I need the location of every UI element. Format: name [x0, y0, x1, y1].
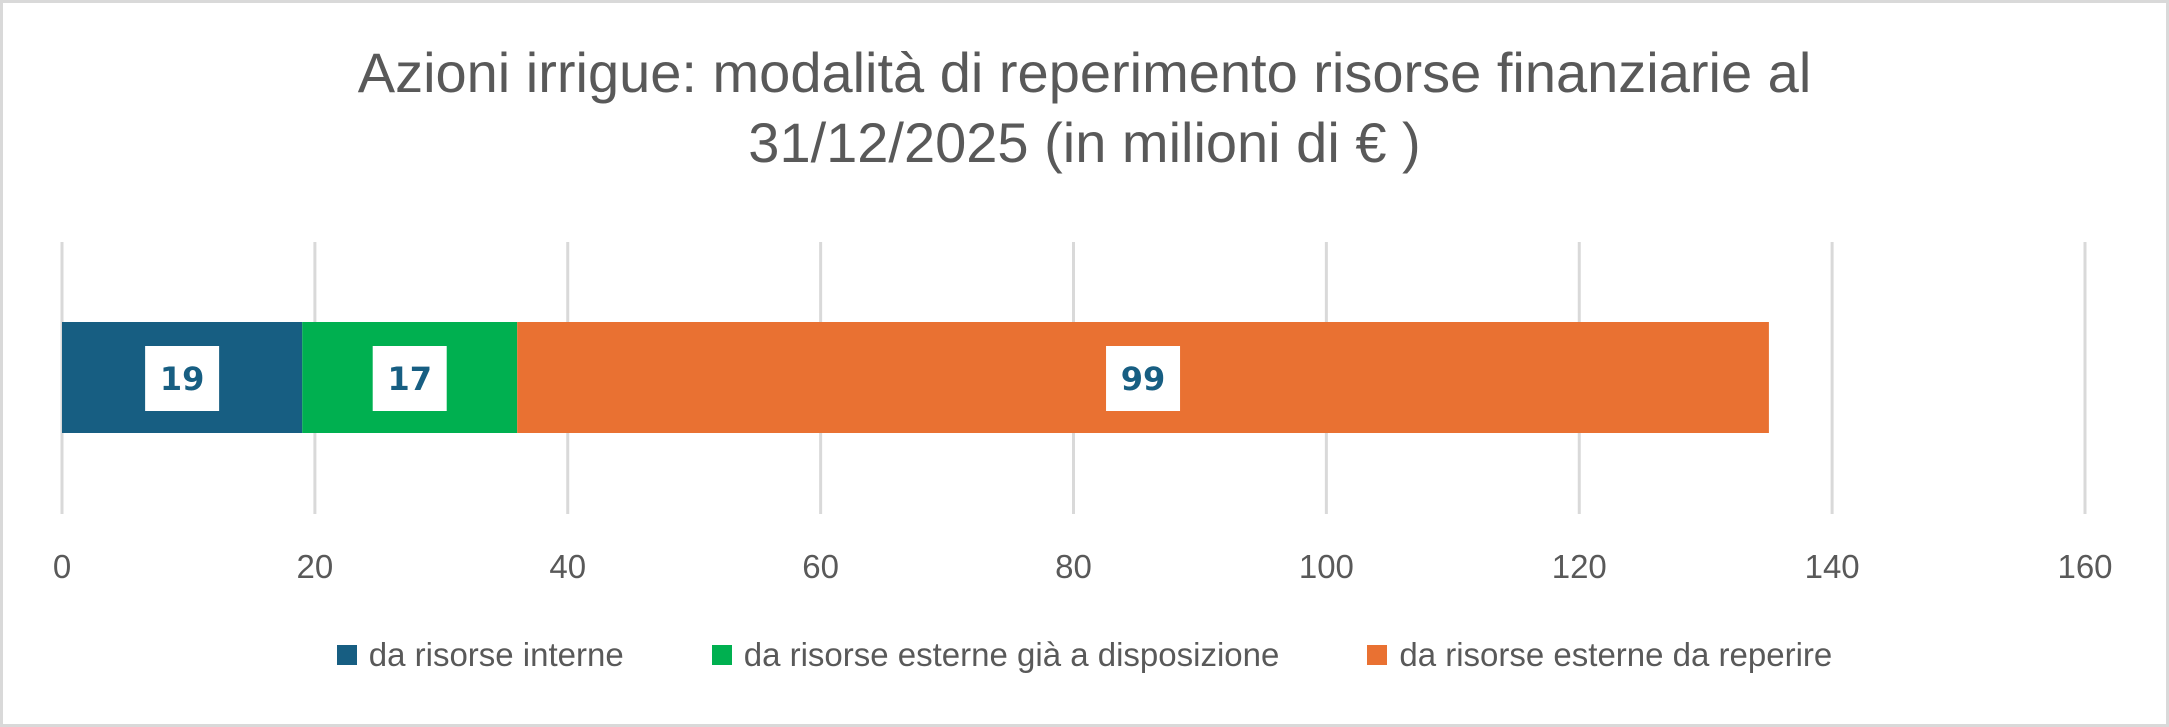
- x-tick-label: 120: [1552, 548, 1607, 585]
- data-label-box: [372, 346, 447, 411]
- legend-label: da risorse interne: [368, 636, 624, 673]
- legend: da risorse interne da risorse esterne già…: [0, 636, 2169, 674]
- legend-item: da risorse interne: [336, 636, 624, 674]
- data-label-box: [1106, 346, 1181, 411]
- data-label: 99: [1121, 360, 1166, 398]
- x-tick-label: 160: [2057, 548, 2112, 585]
- legend-swatch: [1367, 645, 1388, 665]
- x-tick-label: 40: [549, 548, 586, 585]
- chart-title-line-2: 31/12/2025 (in milioni di € ): [748, 111, 1421, 174]
- x-tick-label: 0: [53, 548, 71, 585]
- data-label-box: [145, 346, 220, 411]
- x-tick-label: 100: [1299, 548, 1354, 585]
- legend-item: da risorse esterne già a disposizione: [711, 636, 1280, 674]
- data-label: 17: [387, 360, 432, 398]
- x-tick-label: 20: [297, 548, 334, 585]
- legend-item: da risorse esterne da reperire: [1367, 636, 1832, 674]
- x-tick-label: 80: [1055, 548, 1092, 585]
- chart-title: Azioni irrigue: modalità di reperimento …: [0, 38, 2169, 178]
- x-tick-label: 140: [1805, 548, 1860, 585]
- x-tick-label: 60: [802, 548, 839, 585]
- legend-swatch: [336, 645, 357, 665]
- chart-title-line-1: Azioni irrigue: modalità di reperimento …: [357, 41, 1812, 104]
- legend-label: da risorse esterne da reperire: [1399, 636, 1833, 673]
- legend-label: da risorse esterne già a disposizione: [743, 636, 1280, 673]
- data-label: 19: [160, 360, 205, 398]
- legend-swatch: [711, 645, 732, 665]
